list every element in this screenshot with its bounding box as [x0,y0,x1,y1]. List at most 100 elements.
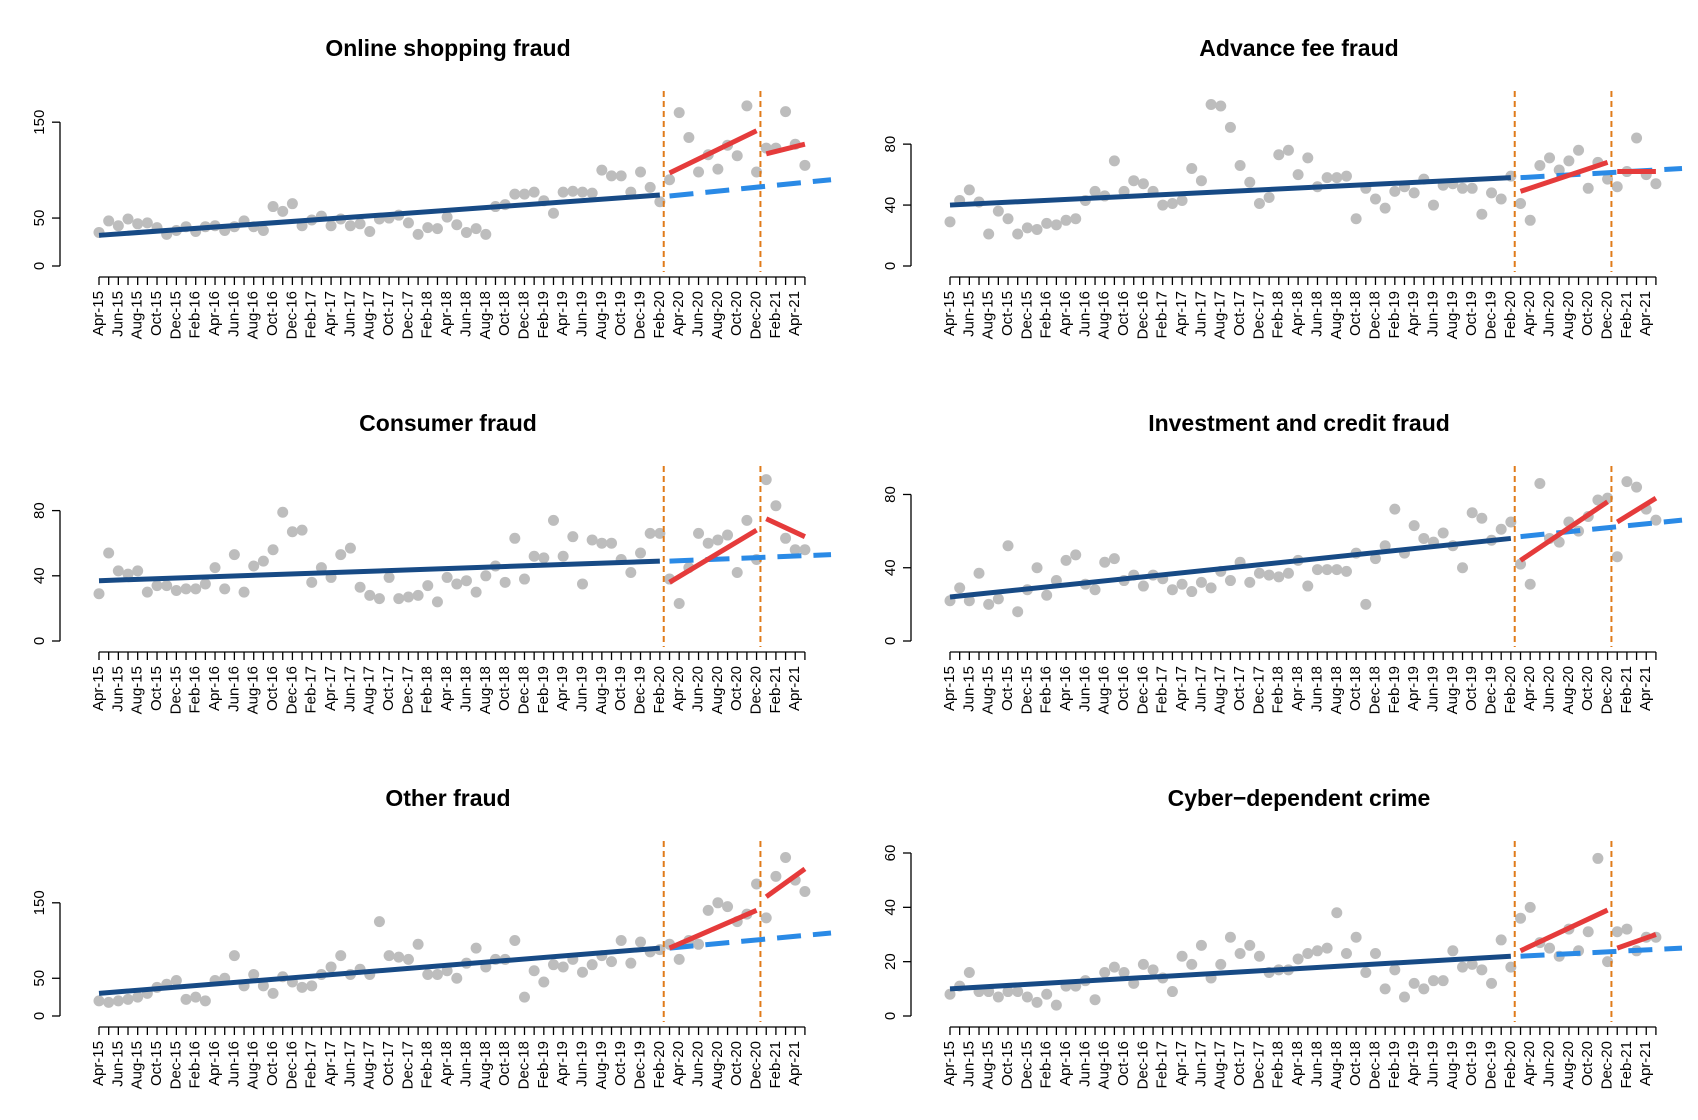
x-tick-label: Dec-20 [1599,666,1616,714]
x-tick-label: Oct-17 [1231,291,1248,336]
data-point [1331,172,1343,184]
data-point [451,219,463,231]
x-tick-label: Feb-17 [303,666,320,714]
data-point [1331,907,1343,919]
x-tick-label: Aug-16 [245,291,262,339]
data-point [596,537,608,549]
data-point [1418,532,1430,544]
x-tick-label: Feb-18 [419,1041,436,1089]
data-point [944,216,956,228]
data-point [606,537,618,549]
data-point [1273,149,1285,161]
data-point [480,228,492,240]
x-tick-label: Oct-17 [380,1041,397,1086]
trend-line [668,128,758,176]
data-point [1050,219,1062,231]
x-tick-label: Apr-18 [438,291,455,336]
x-tick-label: Dec-19 [1482,1041,1499,1089]
data-point [538,552,550,564]
data-point [1253,950,1265,962]
x-tick-label: Aug-20 [709,291,726,339]
trend-line [668,528,758,585]
x-tick-label: Dec-16 [1134,291,1151,339]
y-tick-label: 50 [31,210,48,227]
data-point [1002,540,1014,552]
x-tick-label: Apr-15 [90,666,107,711]
x-tick-label: Oct-17 [1231,666,1248,711]
data-point [257,555,269,567]
x-tick-label: Apr-20 [1521,291,1538,336]
panel-title: Consumer fraud [359,410,537,436]
data-point [180,993,192,1005]
data-point [267,201,279,213]
x-tick-label: Feb-17 [303,1041,320,1089]
x-tick-label: Feb-17 [1154,291,1171,339]
x-tick-label: Dec-17 [1250,1041,1267,1089]
data-point [1137,580,1149,592]
data-point [1176,950,1188,962]
data-point [499,576,511,588]
data-point [1582,926,1594,938]
data-point [170,975,182,987]
x-tick-label: Jun-18 [457,291,474,337]
data-point [1466,182,1478,194]
data-point [199,578,211,590]
x-tick-label: Apr-16 [206,666,223,711]
x-tick-label: Apr-16 [1057,291,1074,336]
data-point [557,186,569,198]
x-tick-label: Aug-19 [593,291,610,339]
data-point [567,531,579,543]
x-tick-label: Oct-16 [1115,291,1132,336]
data-point [1611,551,1623,563]
x-tick-label: Apr-18 [438,1041,455,1086]
data-point [722,529,734,541]
y-tick-label: 50 [31,970,48,987]
data-point [1224,575,1236,587]
trend-line [98,192,661,238]
data-point [770,500,782,512]
data-point [963,184,975,196]
x-tick-label: Aug-15 [129,666,146,714]
data-point [1195,175,1207,187]
x-tick-label: Aug-17 [361,291,378,339]
x-tick-label: Jun-15 [109,1041,126,1087]
x-tick-label: Aug-15 [129,1041,146,1089]
data-point [1379,202,1391,214]
data-point [1544,942,1556,954]
x-tick-label: Feb-21 [767,666,784,714]
x-tick-label: Aug-19 [1444,666,1461,714]
data-point [267,987,279,999]
data-point [1244,576,1256,588]
x-tick-label: Apr-18 [1289,291,1306,336]
x-tick-label: Aug-18 [477,1041,494,1089]
data-point [1534,477,1546,489]
x-tick-label: Oct-18 [496,291,513,336]
x-tick-label: Dec-18 [515,291,532,339]
x-tick-label: Oct-19 [612,1041,629,1086]
data-point [431,596,443,608]
data-point [1621,476,1633,488]
x-tick-label: Oct-19 [612,291,629,336]
data-point [1447,945,1459,957]
data-point [228,950,240,962]
x-tick-label: Oct-19 [612,666,629,711]
data-point [1418,983,1430,995]
data-point [393,951,405,963]
x-tick-label: Jun-15 [109,666,126,712]
x-tick-label: Aug-18 [477,291,494,339]
data-point [325,961,337,973]
data-point [528,186,540,198]
x-tick-label: Feb-20 [1502,666,1519,714]
data-point [383,950,395,962]
data-point [190,583,202,595]
data-point [1234,159,1246,171]
x-tick-label: Feb-18 [419,666,436,714]
y-tick-label: 40 [31,567,48,584]
x-tick-label: Apr-17 [322,1041,339,1086]
x-tick-label: Oct-18 [1347,666,1364,711]
x-tick-label: Apr-21 [786,666,803,711]
data-point [93,995,105,1007]
data-point [277,205,289,217]
data-point [1650,514,1662,526]
